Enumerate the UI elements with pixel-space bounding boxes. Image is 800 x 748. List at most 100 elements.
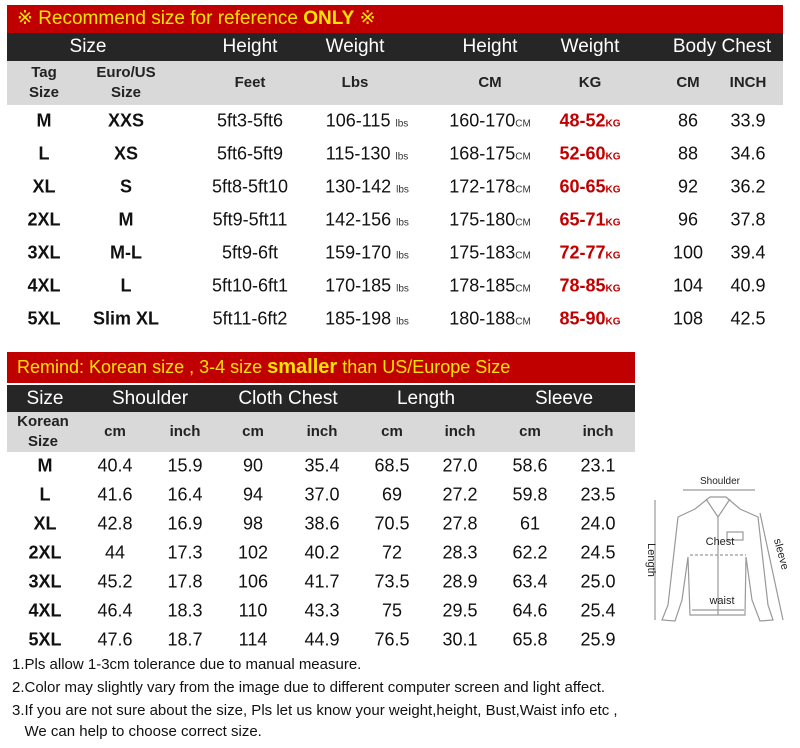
table2-header-cell: Shoulder (111, 388, 189, 409)
weight-kg: 65-71KG (559, 210, 620, 231)
banner-text: Remind: Korean size , 3-4 size (17, 357, 268, 377)
measurement-value: 18.7 (167, 629, 203, 650)
chest-cm: 108 (672, 308, 704, 329)
banner-bold: smaller (267, 356, 338, 378)
measurement-value: 40.2 (304, 542, 340, 563)
height-feet: 5ft3-5ft6 (216, 110, 284, 131)
kg-unit: KG (605, 283, 621, 295)
weight-lbs: 159-170 lbs (325, 243, 409, 264)
measurement-value: 18.3 (167, 600, 203, 621)
cm-value: 180-188 (449, 308, 516, 329)
lbs-value: 115-130 (325, 143, 391, 164)
height-feet: 5ft9-6ft (221, 242, 279, 263)
lbs-unit: lbs (395, 151, 409, 163)
kg-value: 60-65 (559, 176, 606, 197)
table2-subheader (7, 412, 635, 452)
measurement-value: 46.4 (97, 600, 133, 621)
kg-unit: KG (605, 118, 621, 130)
measurement-value: 45.2 (97, 571, 133, 592)
measurement-value: 65.8 (512, 629, 548, 650)
korean-size: 3XL (28, 571, 62, 592)
chest-inch: 39.4 (730, 242, 766, 263)
table1-header-cell: Weight (560, 36, 620, 57)
height-feet: 5ft10-6ft1 (211, 275, 289, 296)
tag-size: 5XL (27, 308, 61, 329)
euro-us-size: M (118, 209, 134, 230)
measurement-value: 15.9 (167, 455, 203, 476)
height-feet: 5ft6-5ft9 (216, 143, 284, 164)
euro-us-size: XXS (107, 110, 145, 131)
height-cm: 178-185CM (449, 276, 531, 297)
measurement-value: 17.8 (167, 571, 203, 592)
weight-kg: 48-52KG (559, 111, 620, 132)
chest-inch: 42.5 (730, 308, 766, 329)
banner-bold: ONLY (303, 8, 355, 29)
weight-kg: 60-65KG (559, 177, 620, 198)
table1-header (7, 33, 783, 61)
korean-size: 5XL (28, 629, 62, 650)
table1-subheader-cell: Lbs (341, 74, 369, 91)
measurement-value: 43.3 (304, 600, 340, 621)
lbs-value: 170-185 (325, 275, 392, 296)
measurement-value: 62.2 (512, 542, 548, 563)
lbs-value: 106-115 (325, 110, 391, 131)
measurement-value: 98 (242, 513, 264, 534)
cm-unit: CM (515, 184, 531, 196)
measurement-value: 106 (237, 571, 269, 592)
height-feet: 5ft9-5ft11 (212, 209, 288, 230)
height-cm: 168-175CM (449, 144, 531, 165)
chest-cm: 104 (672, 275, 704, 296)
euro-us-size: XS (113, 143, 139, 164)
table1-subheader-cell: Tag Size (28, 64, 60, 101)
cm-value: 178-185 (449, 275, 516, 296)
waist-label: waist (708, 595, 734, 607)
measurement-value: 64.6 (512, 600, 548, 621)
chest-cm: 96 (677, 209, 699, 230)
chest-cm: 88 (677, 143, 699, 164)
lbs-unit: lbs (396, 184, 409, 196)
table2-subheader-cell: cm (381, 423, 403, 440)
measurement-value: 102 (237, 542, 269, 563)
table2-subheader-cell: cm (242, 423, 264, 440)
measurement-value: 69 (381, 484, 403, 505)
korean-size-banner: Remind: Korean size , 3-4 size smaller t… (7, 352, 635, 383)
measurement-value: 44.9 (304, 629, 340, 650)
measurement-value: 16.4 (167, 484, 203, 505)
cm-unit: CM (515, 283, 531, 295)
note-2: 2.Color may slightly vary from the image… (12, 679, 606, 696)
measurement-value: 75 (381, 600, 403, 621)
lbs-unit: lbs (396, 217, 409, 229)
kg-unit: KG (605, 151, 621, 163)
tag-size: XL (32, 176, 56, 197)
cm-value: 160-170 (449, 110, 516, 131)
height-cm: 175-183CM (449, 243, 531, 264)
table1-subheader-cell: Feet (234, 74, 266, 91)
cm-unit: CM (515, 250, 531, 262)
table1-subheader-cell: Euro/US Size (96, 64, 156, 101)
table2-header-cell: Cloth Chest (238, 388, 338, 409)
table1-subheader-cell: KG (578, 74, 602, 91)
measurement-value: 27.2 (442, 484, 478, 505)
measurement-value: 35.4 (304, 455, 340, 476)
table1-header-cell: Body Chest (672, 36, 772, 57)
tag-size: M (36, 110, 52, 131)
weight-kg: 52-60KG (559, 144, 620, 165)
measurement-value: 47.6 (97, 629, 133, 650)
banner-text: ※ Recommend size for reference (17, 8, 304, 29)
measurement-value: 24.5 (580, 542, 616, 563)
table1-header-cell: Size (69, 36, 107, 57)
kg-unit: KG (605, 184, 621, 196)
measurement-value: 42.8 (97, 513, 133, 534)
tag-size: 4XL (27, 275, 61, 296)
lbs-value: 185-198 (325, 308, 392, 329)
kg-value: 85-90 (559, 308, 606, 329)
cm-value: 168-175 (449, 143, 516, 164)
table2-subheader-cell: Korean Size (17, 413, 69, 450)
weight-lbs: 115-130 lbs (326, 144, 409, 165)
chest-cm: 86 (677, 110, 699, 131)
table2-header-cell: Sleeve (534, 388, 594, 409)
measurement-value: 70.5 (374, 513, 410, 534)
height-cm: 175-180CM (449, 210, 531, 231)
measurement-value: 25.4 (580, 600, 616, 621)
